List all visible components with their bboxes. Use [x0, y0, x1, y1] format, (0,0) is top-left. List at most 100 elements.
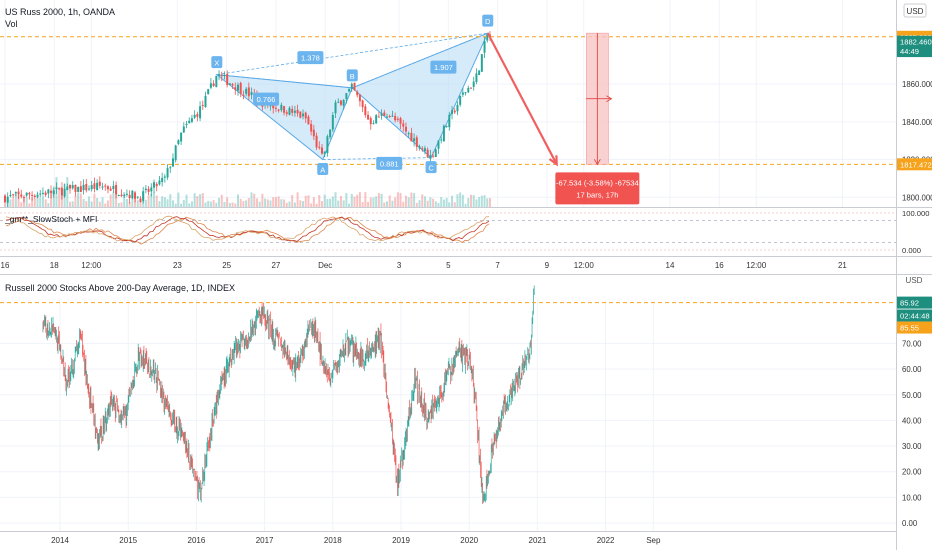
price-candle-body	[85, 183, 88, 191]
volume-bar	[163, 197, 166, 207]
price-candle-body	[142, 191, 145, 201]
price-candle-body	[136, 196, 139, 198]
price-candle-body	[413, 138, 416, 142]
price-candle-body	[369, 118, 372, 125]
price-candle-body	[234, 87, 237, 90]
osc-tick-label: 100.000	[902, 209, 929, 218]
price-candle-body	[418, 146, 421, 149]
price-badge-orange[interactable]	[897, 158, 932, 171]
bottom-currency-label: USD	[906, 276, 923, 285]
price-candle-body	[39, 193, 42, 195]
volume-bar	[158, 201, 161, 207]
price-candle-body	[423, 148, 426, 152]
volume-bar	[464, 203, 467, 207]
year-tick-label: 2017	[256, 536, 274, 545]
volume-bar	[388, 195, 391, 207]
breadth-badge-orange[interactable]	[897, 321, 932, 334]
price-candle-body	[4, 195, 6, 202]
point-label-a: A	[320, 166, 325, 175]
price-candle-body	[231, 84, 234, 86]
point-label-box[interactable]	[482, 14, 494, 27]
volume-bar	[239, 198, 242, 207]
price-candle-body	[6, 196, 9, 203]
osc-tick-label: 0.000	[902, 246, 921, 255]
volume-bar	[461, 194, 464, 207]
pattern-labels[interactable]: X A B C D 0.766 1.378 0.881 1.907	[211, 14, 494, 176]
price-candle-body	[228, 83, 231, 85]
top-time-axis[interactable]: 16 18 12:00 23 25 27 Dec 3 5 7 9 12:00 14 16 12:00 21	[1, 261, 848, 270]
volume-bar	[74, 195, 77, 207]
breadth-badge-green[interactable]	[897, 296, 932, 309]
projection-drawing[interactable]: -67.534 (-3.58%) -67534 17 bars, 17h	[486, 32, 640, 205]
volume-bar	[258, 201, 261, 207]
bottom-value-axis[interactable]: 0.00 10.00 20.00 30.00 40.00 50.00 60.00 70.00 8…	[897, 296, 932, 528]
price-candle-body	[353, 82, 356, 91]
breadth-candles	[42, 285, 535, 505]
time-tick-label: 3	[397, 261, 402, 270]
volume-bar	[440, 197, 443, 207]
volume-bar	[342, 200, 345, 207]
price-candle-body	[402, 123, 405, 127]
price-candle-body	[218, 74, 221, 77]
price-candle-body	[391, 115, 394, 117]
top-price-axis[interactable]: 1800.0001820.0001840.0001860.0001885.068…	[897, 30, 932, 202]
price-levels[interactable]	[0, 36, 896, 165]
price-candle-body	[82, 184, 85, 191]
volume-bar	[304, 195, 307, 207]
bottom-time-axis[interactable]: 2014 2015 2016 2017 2018 2019 2020 2021 2022 Sep	[51, 536, 661, 545]
volume-bar	[415, 202, 418, 207]
price-candle-body	[87, 188, 90, 190]
volume-bar	[320, 201, 323, 207]
pattern-line-ac[interactable]	[322, 157, 432, 160]
volume-bar	[380, 193, 383, 207]
breadth-badge-text: 85.55	[900, 324, 919, 333]
time-tick-label: 12:00	[574, 261, 595, 270]
price-candle-body	[169, 167, 172, 169]
pattern-line-xd[interactable]	[216, 32, 488, 76]
price-candle-body	[467, 87, 470, 93]
volume-bar	[361, 202, 364, 207]
volume-bar	[350, 193, 353, 207]
volume-bar	[337, 200, 340, 207]
ratio-label-box[interactable]	[376, 156, 403, 170]
price-candle-body	[331, 114, 334, 130]
price-candle-body	[74, 184, 77, 192]
ratio-label-box[interactable]	[430, 60, 457, 74]
price-tick-label: 1840.000	[902, 118, 932, 127]
point-label-box[interactable]	[346, 69, 358, 82]
pattern-line-xb[interactable]	[216, 74, 353, 89]
price-candle-body	[277, 109, 280, 111]
point-label-box[interactable]	[425, 161, 437, 174]
price-range-label-box[interactable]	[555, 172, 640, 205]
price-candle-body	[478, 70, 481, 75]
volume-bar	[399, 192, 402, 207]
top-currency-button[interactable]	[903, 3, 927, 18]
volume-bar	[28, 203, 31, 207]
price-badge-green[interactable]	[897, 45, 932, 58]
price-candle-body	[442, 125, 445, 142]
price-candle-body	[153, 182, 156, 188]
ratio-label-box[interactable]	[253, 92, 280, 106]
point-label-box[interactable]	[211, 56, 223, 69]
bottom-chart-title: Russell 2000 Stocks Above 200-Day Averag…	[5, 283, 235, 293]
price-candle-body	[161, 177, 164, 182]
ratio-label-box[interactable]	[297, 51, 324, 65]
pattern-triangle-xab[interactable]	[215, 73, 354, 161]
price-badge-text: 1882.460	[900, 38, 932, 47]
price-candle-body	[386, 116, 389, 118]
volume-bar	[326, 198, 329, 207]
projection-arrow-head[interactable]	[548, 155, 558, 167]
price-candle-body	[77, 186, 80, 192]
price-candle-body	[456, 104, 459, 112]
price-range-arrowhead[interactable]	[593, 159, 601, 166]
projection-arrow-line[interactable]	[486, 32, 558, 165]
oscillator-panel[interactable]	[0, 212, 896, 251]
point-label-box[interactable]	[317, 163, 329, 176]
price-candle-body	[25, 192, 28, 196]
price-range-h-arrowhead[interactable]	[606, 95, 613, 103]
breadth-badge-green[interactable]	[897, 309, 932, 322]
price-badge-green[interactable]	[897, 35, 932, 48]
volume-bar	[139, 201, 142, 207]
pattern-line-bd[interactable]	[352, 32, 488, 89]
